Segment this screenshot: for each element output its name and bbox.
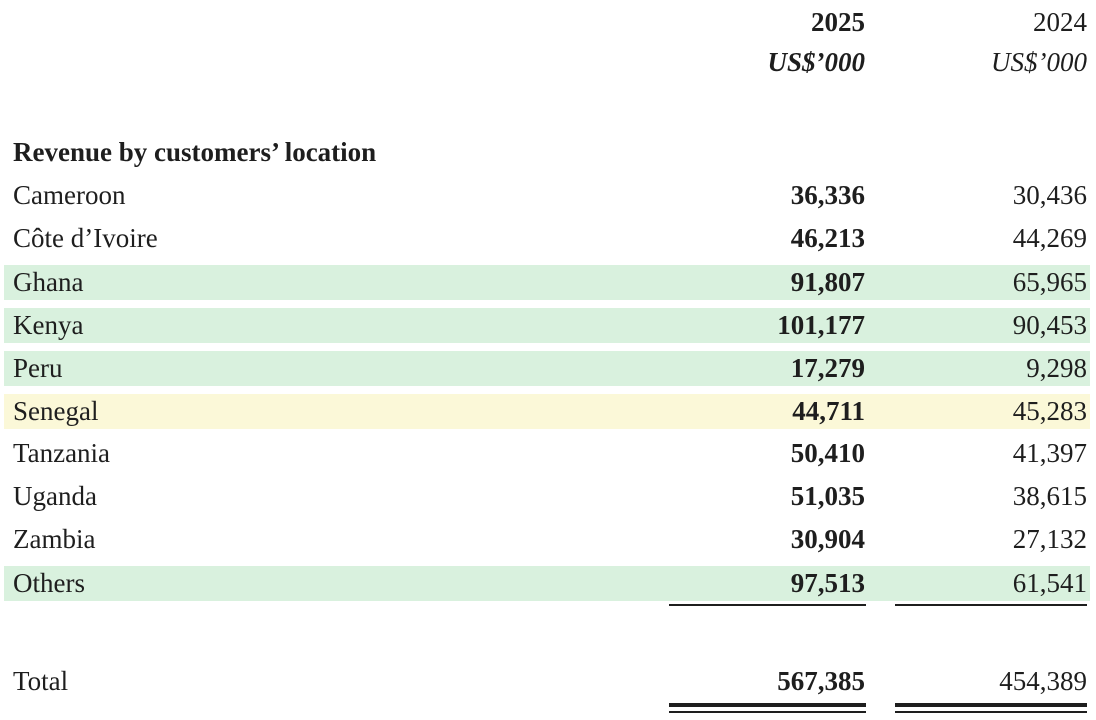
table-row-cote-divoire: Côte d’Ivoire 46,213 44,269 bbox=[4, 217, 1090, 260]
row-label: Cameroon bbox=[13, 180, 126, 210]
row-value-2025: 46,213 bbox=[790, 223, 865, 253]
column-header-2025: 2025 bbox=[811, 6, 865, 37]
table-row-others: Others 97,513 61,541 bbox=[4, 561, 1090, 604]
row-value-2024: 9,298 bbox=[1026, 353, 1087, 383]
row-value-2025: 91,807 bbox=[790, 267, 865, 297]
subtotal-rule-row bbox=[4, 604, 1090, 606]
table-row-kenya: Kenya 101,177 90,453 bbox=[4, 303, 1090, 346]
row-value-2024: 44,269 bbox=[1012, 223, 1087, 253]
spacer bbox=[0, 80, 1096, 130]
row-value-2024: 65,965 bbox=[1012, 267, 1087, 297]
total-row: Total 567,385 454,389 bbox=[4, 659, 1090, 703]
row-value-2024: 27,132 bbox=[1012, 524, 1087, 554]
column-year-header-row: 2025 2024 bbox=[4, 0, 1090, 44]
row-value-2025: 97,513 bbox=[790, 568, 865, 598]
section-heading: Revenue by customers’ location bbox=[13, 136, 377, 167]
total-double-rule-row bbox=[4, 703, 1090, 713]
row-label: Uganda bbox=[13, 481, 97, 511]
row-label: Tanzania bbox=[13, 438, 111, 468]
table-row-senegal: Senegal 44,711 45,283 bbox=[4, 389, 1090, 432]
table-row-uganda: Uganda 51,035 38,615 bbox=[4, 475, 1090, 518]
column-unit-2024: US$’000 bbox=[991, 46, 1087, 77]
row-value-2025: 51,035 bbox=[790, 481, 865, 511]
row-label: Others bbox=[13, 568, 85, 598]
table-row-ghana: Ghana 91,807 65,965 bbox=[4, 260, 1090, 303]
row-label: Kenya bbox=[13, 310, 84, 340]
total-double-rule-2024 bbox=[895, 703, 1087, 713]
row-value-2024: 38,615 bbox=[1012, 481, 1087, 511]
row-value-2024: 41,397 bbox=[1012, 438, 1087, 468]
row-label: Senegal bbox=[13, 396, 99, 426]
table-row-peru: Peru 17,279 9,298 bbox=[4, 346, 1090, 389]
row-value-2025: 36,336 bbox=[790, 180, 865, 210]
subtotal-rule-2025 bbox=[669, 604, 866, 606]
section-heading-row: Revenue by customers’ location bbox=[4, 130, 1090, 174]
row-label: Ghana bbox=[13, 267, 84, 297]
total-double-rule-2025 bbox=[669, 703, 866, 713]
total-value-2025: 567,385 bbox=[777, 665, 865, 696]
row-value-2025: 17,279 bbox=[790, 353, 865, 383]
row-value-2024: 45,283 bbox=[1012, 396, 1087, 426]
row-value-2025: 44,711 bbox=[792, 396, 865, 426]
row-value-2025: 50,410 bbox=[790, 438, 865, 468]
row-value-2024: 90,453 bbox=[1012, 310, 1087, 340]
column-unit-header-row: US$’000 US$’000 bbox=[4, 44, 1090, 80]
row-value-2024: 61,541 bbox=[1012, 568, 1087, 598]
row-value-2024: 30,436 bbox=[1012, 180, 1087, 210]
column-unit-2025: US$’000 bbox=[767, 46, 865, 77]
total-label: Total bbox=[13, 665, 69, 696]
table-row-zambia: Zambia 30,904 27,132 bbox=[4, 518, 1090, 561]
row-value-2025: 30,904 bbox=[790, 524, 865, 554]
row-label: Côte d’Ivoire bbox=[13, 223, 158, 253]
row-value-2025: 101,177 bbox=[777, 310, 865, 340]
row-label: Peru bbox=[13, 353, 63, 383]
table-row-tanzania: Tanzania 50,410 41,397 bbox=[4, 432, 1090, 475]
total-value-2024: 454,389 bbox=[999, 665, 1087, 696]
row-label: Zambia bbox=[13, 524, 96, 554]
table-row-cameroon: Cameroon 36,336 30,436 bbox=[4, 174, 1090, 217]
column-header-2024: 2024 bbox=[1033, 6, 1087, 37]
spacer bbox=[0, 606, 1096, 659]
subtotal-rule-2024 bbox=[895, 604, 1087, 606]
